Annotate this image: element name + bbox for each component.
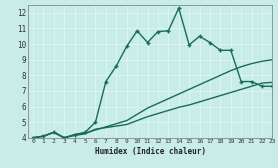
X-axis label: Humidex (Indice chaleur): Humidex (Indice chaleur) [95, 147, 206, 156]
